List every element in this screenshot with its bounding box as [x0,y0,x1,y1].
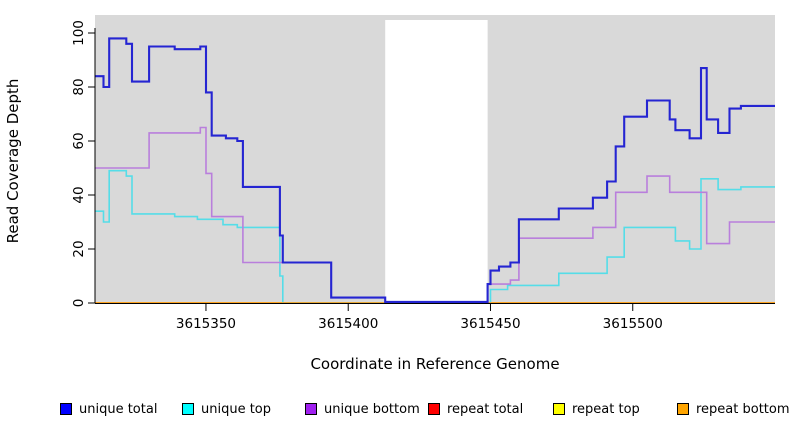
y-axis-title: Read Coverage Depth [4,78,22,244]
x-tick-label: 3615400 [318,316,378,332]
series-line-unique-top [95,169,386,304]
y-tick-label: 100 [71,20,87,46]
no-data-gap [385,20,488,303]
y-tick-label: 60 [71,132,87,149]
series-line-unique-total [95,37,775,303]
legend-item-repeat-top: repeat top [553,399,640,419]
legend-label: unique bottom [324,401,420,417]
x-tick-label: 3615350 [176,316,236,332]
legend-swatch-unique-bottom [305,403,317,415]
x-tick-label: 3615500 [603,316,663,332]
series-line-unique-top [487,178,775,304]
legend-item-repeat-total: repeat total [428,399,523,419]
legend-label: unique total [79,401,158,417]
legend-item-unique-total: unique total [60,399,157,419]
y-tick-label: 40 [71,186,87,203]
y-tick-label: 20 [71,240,87,257]
legend-label: repeat total [447,401,524,417]
legend-swatch-repeat-bottom [677,403,689,415]
legend-swatch-repeat-total [428,403,440,415]
legend-item-repeat-bottom: repeat bottom [677,399,790,419]
legend-item-unique-bottom: unique bottom [305,399,420,419]
y-tick-label: 80 [71,78,87,95]
legend-label: unique top [201,401,272,417]
legend-label: repeat bottom [696,401,790,417]
legend-item-unique-top: unique top [182,399,271,419]
legend-swatch-unique-top [182,403,194,415]
legend-swatch-unique-total [60,403,72,415]
legend-swatch-repeat-top [553,403,565,415]
x-axis-title: Coordinate in Reference Genome [310,355,560,373]
series-line-unique-bottom [95,126,775,303]
y-tick-label: 0 [71,299,87,308]
legend-label: repeat top [572,401,640,417]
legend: unique total unique top unique bottom repea… [0,399,792,423]
x-tick-label: 3615450 [460,316,520,332]
